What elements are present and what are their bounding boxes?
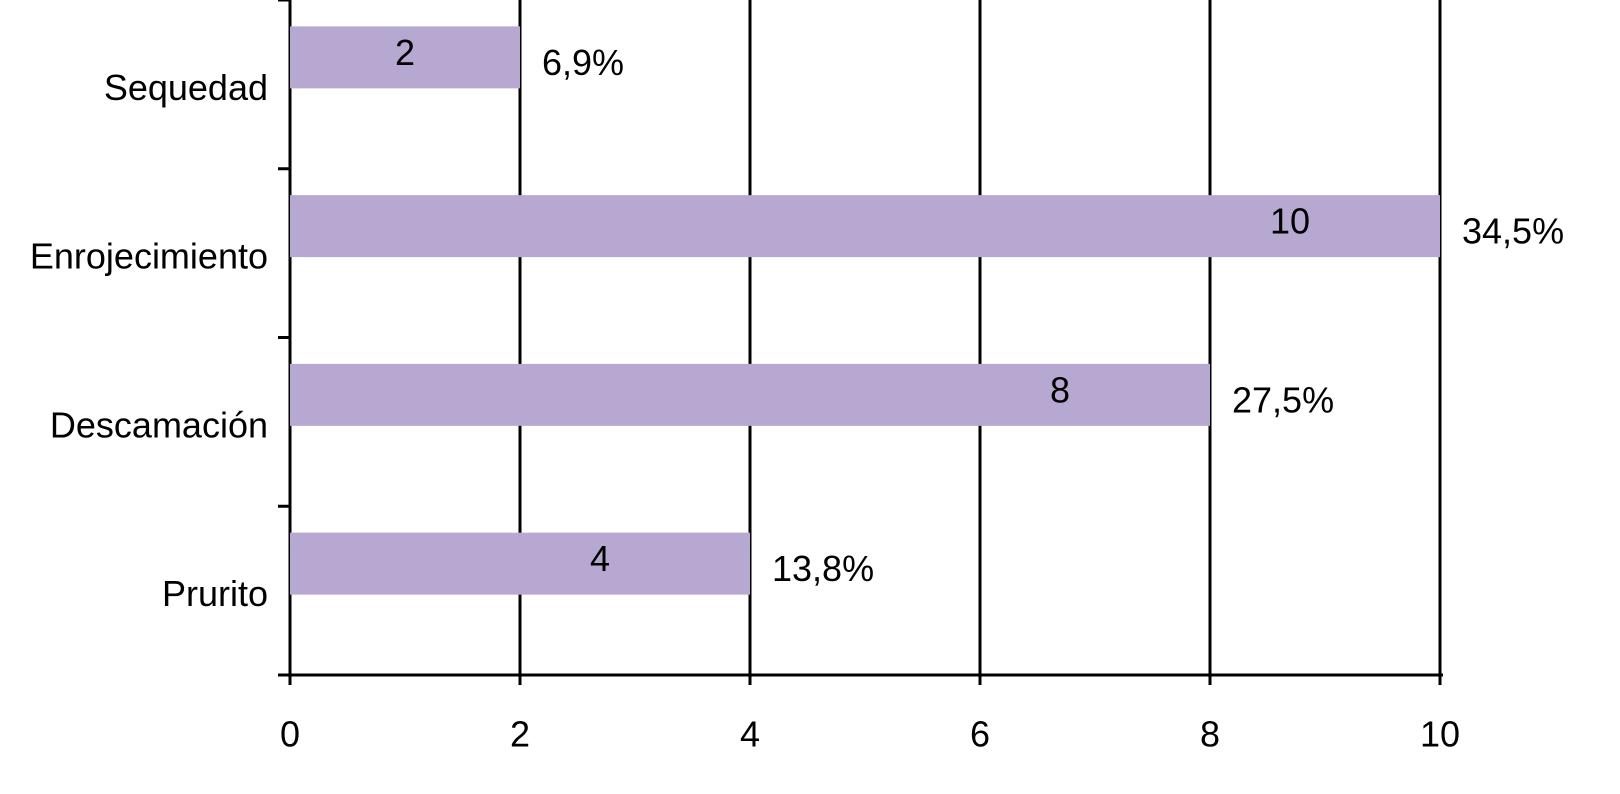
y-tick-label: Sequedad (104, 67, 268, 108)
share-label: 27,5% (1232, 379, 1334, 420)
x-tick-label: 0 (280, 714, 300, 755)
x-tick-label: 2 (510, 714, 530, 755)
bar (290, 26, 520, 89)
x-tick-label: 10 (1420, 714, 1460, 755)
value-label: 10 (1270, 201, 1310, 242)
x-tick-label: 4 (740, 714, 760, 755)
value-label: 8 (1050, 369, 1070, 410)
y-tick-label: Enrojecimiento (30, 236, 268, 277)
share-label: 6,9% (542, 42, 624, 83)
bar (290, 532, 750, 595)
y-tick-label: Descamación (50, 404, 268, 445)
x-tick-label: 6 (970, 714, 990, 755)
share-label: 13,8% (772, 548, 874, 589)
share-label: 34,5% (1462, 211, 1564, 252)
bar (290, 195, 1440, 258)
y-tick-label: Prurito (162, 573, 268, 614)
value-label: 4 (590, 538, 610, 579)
value-label: 2 (395, 32, 415, 73)
x-tick-label: 8 (1200, 714, 1220, 755)
bar (290, 363, 1210, 426)
